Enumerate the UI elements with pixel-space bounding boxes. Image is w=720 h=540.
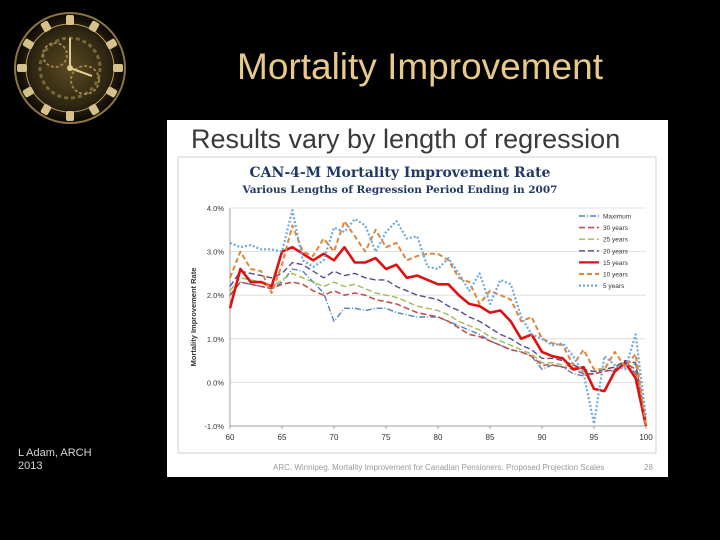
y-tick-label: 4.0% xyxy=(207,204,224,213)
series-line-15-years xyxy=(228,245,648,427)
clock-logo-icon xyxy=(14,12,126,124)
y-axis-label: Mortality Improvement Rate xyxy=(189,268,198,367)
y-tick-label: 0.0% xyxy=(207,378,224,387)
author-credit: L Adam, ARCH 2013 xyxy=(18,447,92,473)
legend-label: 5 years xyxy=(603,283,625,290)
x-tick-label: 95 xyxy=(590,433,599,442)
chart-subtitle: Various Lengths of Regression Period End… xyxy=(242,184,558,196)
legend-label: 25 years xyxy=(603,237,629,244)
chart-title: CAN-4-M Mortality Improvement Rate xyxy=(250,165,551,181)
legend-label: 30 years xyxy=(603,225,629,232)
x-tick-label: 80 xyxy=(434,433,443,442)
legend-label: 10 years xyxy=(603,272,629,279)
chart-panel: Results vary by length of regression CAN… xyxy=(167,120,668,477)
x-tick-label: 90 xyxy=(538,433,547,442)
y-tick-label: 2.0% xyxy=(207,291,224,300)
legend-label: 20 years xyxy=(603,248,629,255)
y-tick-label: 3.0% xyxy=(207,248,224,257)
panel-footer: ARC, Winnipeg. Mortality Improvement for… xyxy=(273,463,605,472)
series-line-30-years xyxy=(229,281,647,422)
y-tick-label: 1.0% xyxy=(207,335,224,344)
x-tick-label: 100 xyxy=(639,433,653,442)
author-year: 2013 xyxy=(18,460,43,472)
x-tick-label: 85 xyxy=(486,433,495,442)
slide-title: Mortality Improvement xyxy=(237,46,603,87)
y-tick-label: -1.0% xyxy=(204,422,224,431)
mortality-chart: CAN-4-M Mortality Improvement Rate Variou… xyxy=(177,156,657,454)
legend-label: Maximum xyxy=(603,214,631,221)
page-number: 28 xyxy=(644,463,653,472)
chart-frame xyxy=(177,156,657,454)
x-tick-label: 70 xyxy=(330,433,339,442)
author-name: L Adam, ARCH xyxy=(18,447,92,459)
x-tick-label: 60 xyxy=(226,433,235,442)
legend-label: 15 years xyxy=(603,260,629,267)
x-tick-label: 75 xyxy=(382,433,391,442)
x-tick-label: 65 xyxy=(278,433,287,442)
panel-heading: Results vary by length of regression xyxy=(191,124,621,154)
series-line-20-years xyxy=(229,261,647,422)
